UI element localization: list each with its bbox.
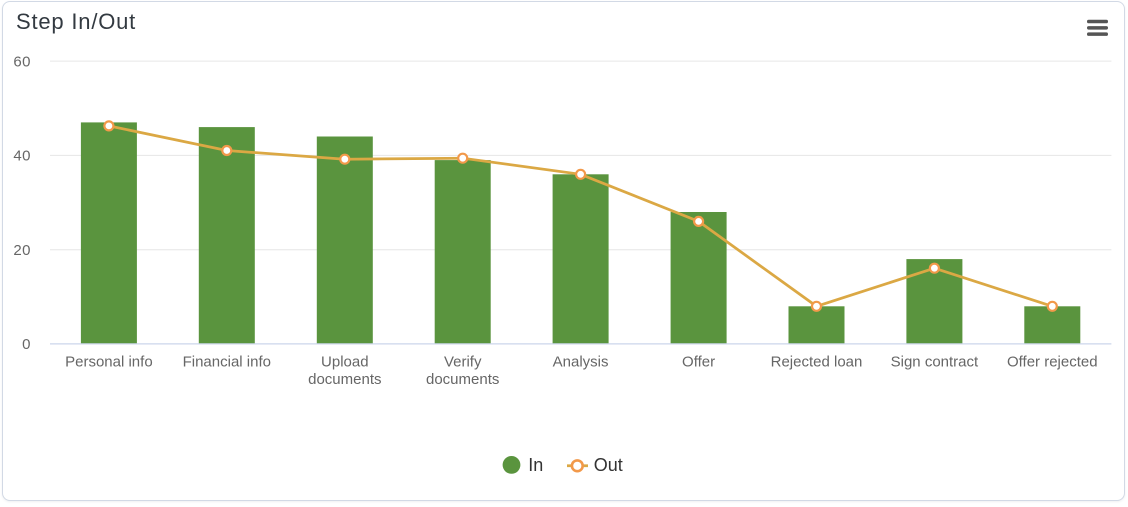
svg-text:documents: documents — [426, 371, 499, 388]
svg-text:documents: documents — [308, 371, 381, 388]
svg-text:40: 40 — [13, 148, 31, 165]
svg-text:Out: Out — [594, 455, 623, 475]
svg-text:Analysis: Analysis — [553, 354, 609, 371]
svg-text:Rejected loan: Rejected loan — [771, 354, 863, 371]
svg-text:0: 0 — [22, 336, 31, 353]
svg-text:Step In/Out: Step In/Out — [16, 9, 136, 34]
svg-text:Personal info: Personal info — [65, 354, 153, 371]
svg-text:In: In — [528, 455, 543, 475]
svg-text:Offer rejected: Offer rejected — [1007, 354, 1098, 371]
svg-text:Upload: Upload — [321, 354, 369, 371]
svg-text:Sign contract: Sign contract — [891, 354, 979, 371]
svg-text:Offer: Offer — [682, 354, 715, 371]
svg-text:Financial info: Financial info — [183, 354, 271, 371]
svg-text:Verify: Verify — [444, 354, 482, 371]
svg-text:20: 20 — [13, 242, 31, 259]
svg-text:60: 60 — [13, 53, 31, 70]
